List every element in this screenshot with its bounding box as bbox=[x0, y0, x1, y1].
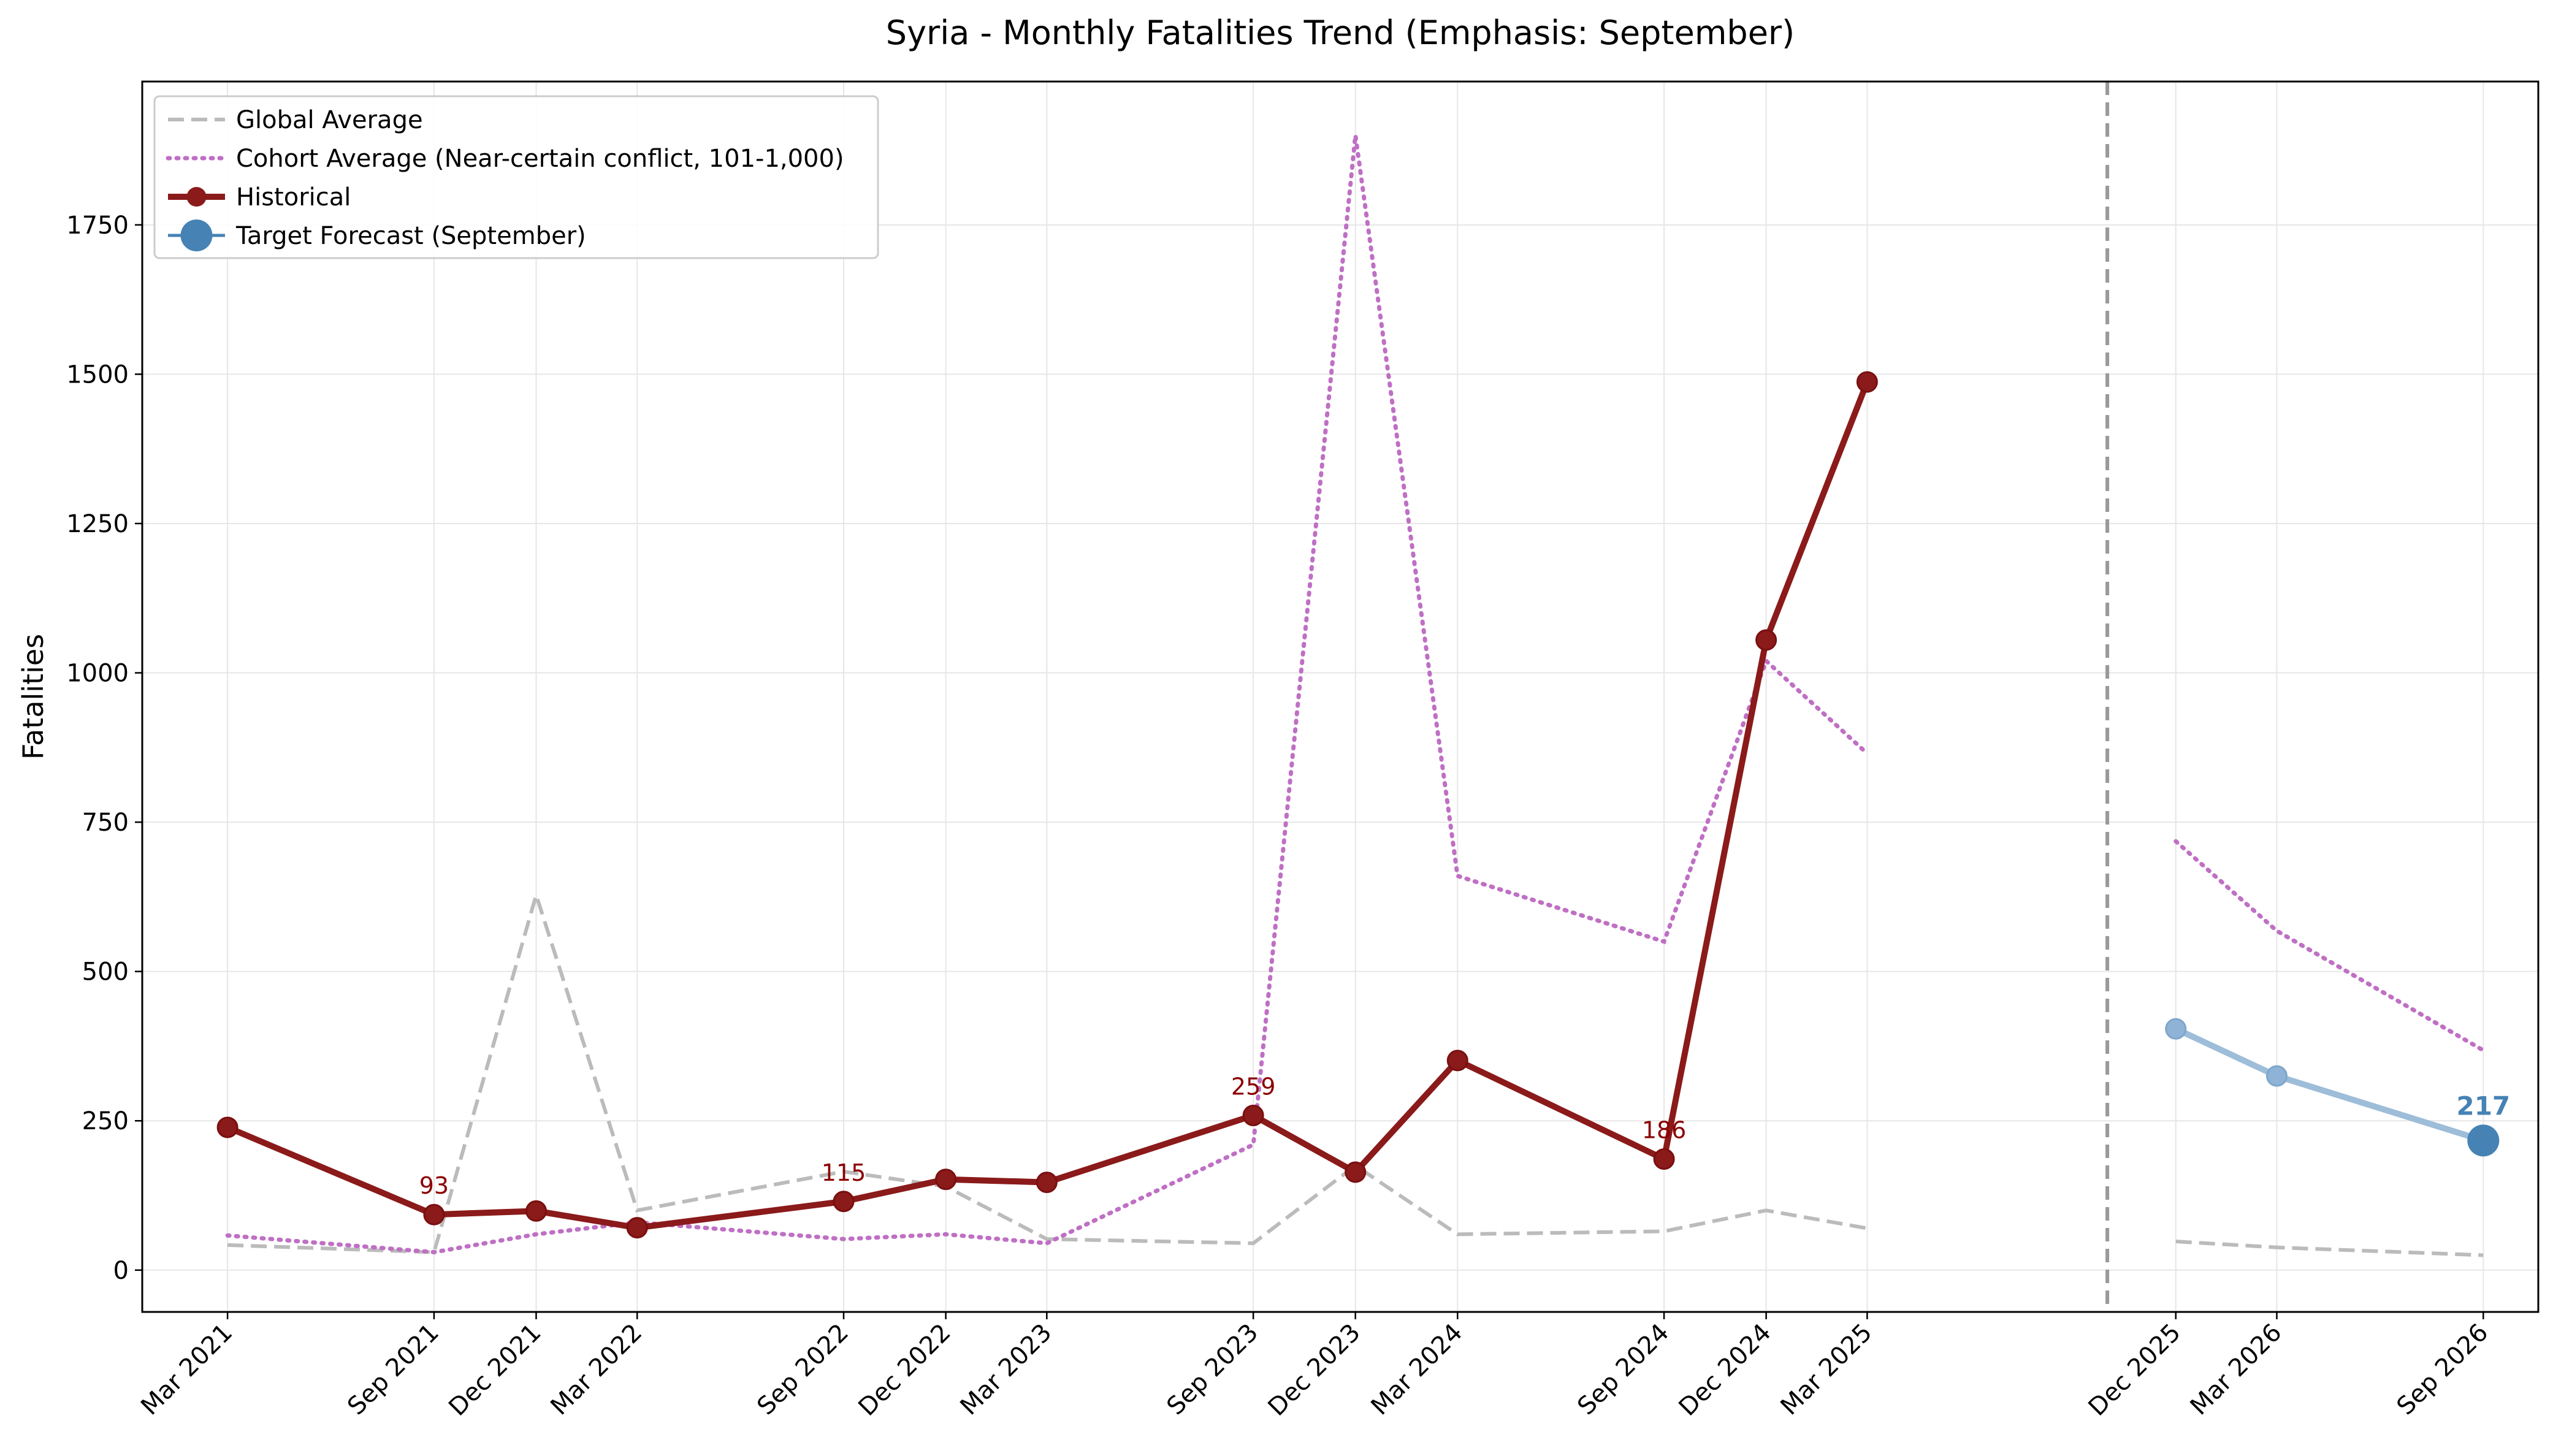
x-tick-label: Sep 2023 bbox=[1161, 1319, 1264, 1421]
x-tick-label: Sep 2022 bbox=[752, 1319, 854, 1421]
x-tick-label: Dec 2023 bbox=[1263, 1319, 1366, 1422]
forecast-point bbox=[2266, 1065, 2288, 1087]
historical-point bbox=[935, 1168, 957, 1191]
plot-frame bbox=[141, 80, 2540, 1313]
x-tick-label: Sep 2024 bbox=[1572, 1319, 1674, 1421]
x-tick-label: Mar 2024 bbox=[1365, 1319, 1468, 1421]
historical-point bbox=[1036, 1172, 1058, 1194]
series-layer bbox=[216, 82, 2500, 1312]
global-average-line bbox=[227, 888, 1868, 1254]
x-tick-label: Sep 2026 bbox=[2392, 1319, 2494, 1421]
y-axis-ticks: 0 250 500 750 1000 1250 1500 1750 bbox=[66, 212, 142, 1285]
legend-marker-historical bbox=[186, 187, 207, 207]
target-forecast-point bbox=[2467, 1124, 2500, 1157]
x-tick-label: Mar 2022 bbox=[545, 1319, 647, 1421]
x-tick-label: Sep 2021 bbox=[342, 1319, 445, 1421]
x-tick-label: Mar 2025 bbox=[1776, 1319, 1878, 1421]
grid bbox=[142, 82, 2538, 1312]
cohort-average-line bbox=[2173, 839, 2486, 1053]
legend-box bbox=[153, 95, 879, 259]
y-tick-label: 0 bbox=[113, 1257, 129, 1285]
forecast-point bbox=[2165, 1018, 2187, 1040]
y-tick-label: 1000 bbox=[66, 660, 129, 688]
y-tick-label: 1750 bbox=[66, 212, 129, 240]
x-tick-label: Dec 2021 bbox=[443, 1319, 546, 1422]
data-label: 186 bbox=[1642, 1117, 1687, 1144]
historical-point bbox=[1446, 1050, 1468, 1072]
historical-point bbox=[525, 1200, 547, 1222]
historical-point bbox=[1653, 1148, 1675, 1170]
legend-label: Historical bbox=[236, 183, 351, 212]
global-average-line bbox=[2175, 1240, 2484, 1257]
y-tick-label: 750 bbox=[82, 809, 129, 837]
y-tick-label: 1250 bbox=[66, 510, 129, 538]
historical-point bbox=[1755, 629, 1777, 651]
annotations: 93 115 259 186 217 bbox=[419, 1073, 2510, 1199]
y-tick-label: 1500 bbox=[66, 360, 129, 389]
historical-point bbox=[423, 1203, 445, 1225]
x-tick-label: Dec 2024 bbox=[1673, 1319, 1776, 1422]
data-label: 115 bbox=[822, 1159, 866, 1186]
data-label: 259 bbox=[1231, 1073, 1276, 1100]
data-label: 93 bbox=[419, 1172, 449, 1199]
x-tick-label: Mar 2021 bbox=[135, 1319, 238, 1421]
legend: Global Average Cohort Average (Near-certa… bbox=[153, 95, 879, 259]
legend-label: Cohort Average (Near-certain conflict, 1… bbox=[236, 145, 844, 173]
historical-point bbox=[626, 1217, 648, 1239]
historical-point bbox=[833, 1191, 855, 1213]
cohort-average-line bbox=[225, 135, 1869, 1255]
chart-title: Syria - Monthly Fatalities Trend (Emphas… bbox=[886, 13, 1795, 52]
historical-point bbox=[1856, 371, 1878, 393]
x-tick-label: Mar 2023 bbox=[955, 1319, 1058, 1421]
legend-label: Global Average bbox=[236, 106, 423, 134]
y-tick-label: 500 bbox=[82, 958, 129, 986]
historical-point bbox=[1345, 1161, 1367, 1183]
x-tick-label: Dec 2025 bbox=[2083, 1319, 2186, 1422]
historical-point bbox=[1242, 1104, 1264, 1126]
x-tick-label: Mar 2026 bbox=[2185, 1319, 2288, 1421]
legend-marker-target bbox=[180, 219, 213, 251]
y-tick-label: 250 bbox=[82, 1107, 129, 1135]
y-axis-label: Fatalities bbox=[17, 634, 50, 760]
x-tick-label: Dec 2022 bbox=[853, 1319, 956, 1422]
data-label: 217 bbox=[2456, 1091, 2510, 1121]
historical-point bbox=[216, 1116, 239, 1138]
legend-label: Target Forecast (September) bbox=[235, 222, 586, 250]
forecast-line bbox=[2172, 1026, 2487, 1144]
